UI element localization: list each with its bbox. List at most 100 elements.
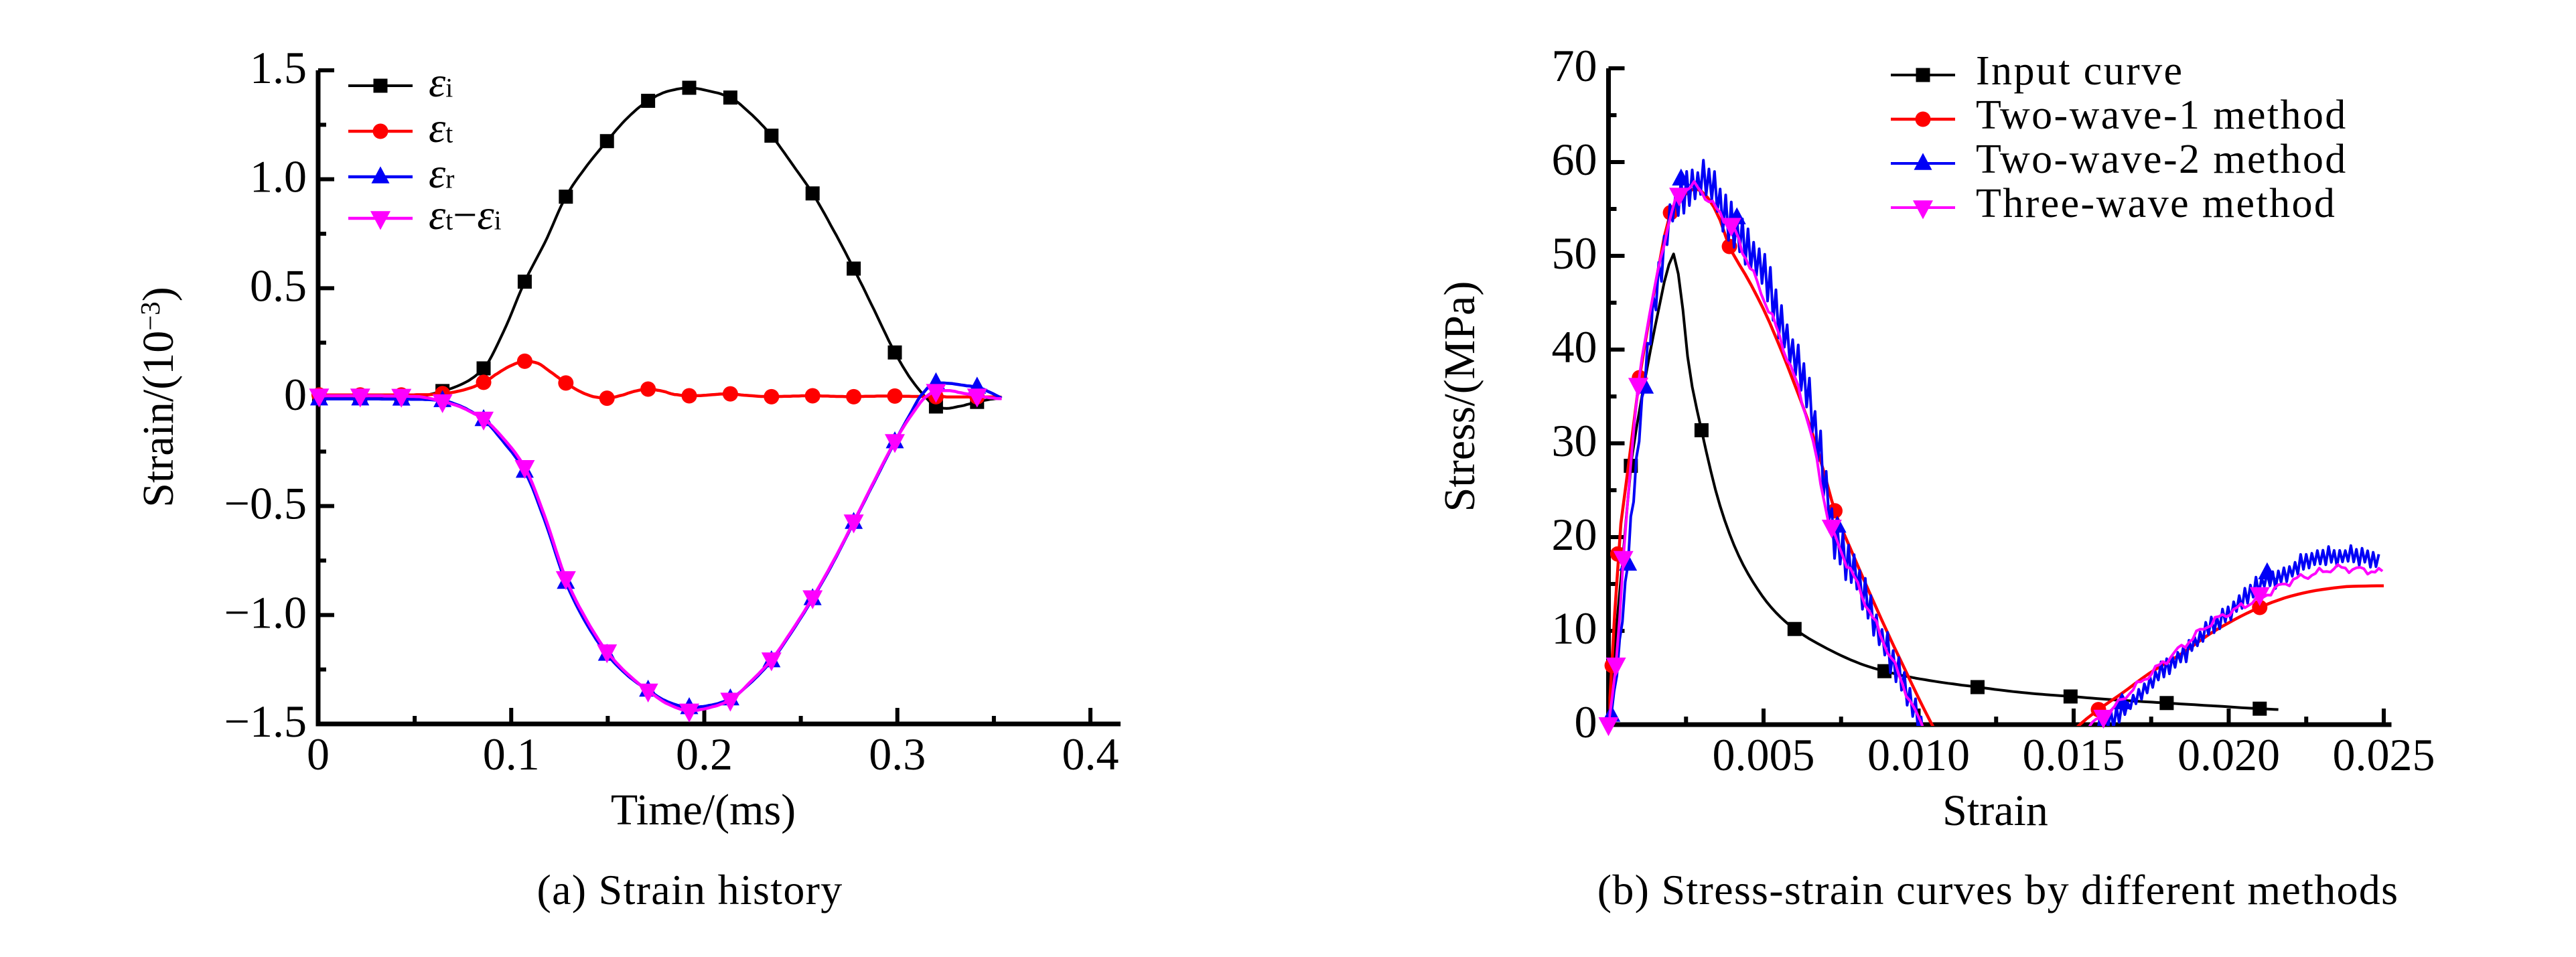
series-line-three-wave-method (1608, 180, 2384, 726)
x-tick-label: 0.4 (1062, 729, 1119, 780)
series-line-epsilon-t-minus-i (318, 388, 1002, 713)
legend-label-epsilon-t: εt​ (429, 104, 453, 151)
legend-label-three-wave-method-seg: Three-wave method (1976, 181, 2336, 226)
marker-triangle-down (1605, 657, 1626, 677)
series-markers-two-wave-2-method (1602, 168, 2277, 722)
legend-label-two-wave-1-method-seg: Two-wave-1 method (1976, 92, 2348, 138)
marker-triangle-down (638, 683, 658, 703)
legend-marker-triangle-down (1913, 200, 1933, 220)
marker-triangle-up (1672, 168, 1691, 186)
marker-triangle-down (391, 388, 412, 408)
y-tick-label: 60 (1552, 134, 1597, 185)
x-tick-label: 0 (307, 729, 330, 780)
legend-label-epsilon-r-seg: ε (429, 149, 446, 197)
marker-square (847, 261, 861, 276)
legend-label-two-wave-2-method: Two-wave-2 method (1976, 137, 2348, 182)
series-markers-two-wave-1-method (1604, 205, 2268, 718)
y-axis-title: Strain/(10−3​) (134, 287, 183, 507)
y-axis-title-seg: ) (134, 287, 183, 301)
x-tick-label: 0.025 (2332, 729, 2435, 780)
marker-square (805, 186, 820, 201)
legend-label-input-curve: Input curve (1976, 48, 2184, 94)
legend-label-epsilon-t-minus-i-seg: ε (429, 191, 446, 238)
marker-circle (2252, 599, 2268, 615)
legend-label-epsilon-t-minus-i: εt​−εi​ (429, 191, 502, 238)
legend-label-epsilon-t-minus-i-seg: t (445, 206, 453, 236)
x-tick-label: 0.020 (2177, 729, 2280, 780)
marker-square (517, 275, 532, 289)
panel-stress-strain: 0.005 0.010 0.015 0.020 0.025 0 10 20 30 40 50 60 70… (1288, 0, 2576, 957)
y-tick-label: −1.5 (224, 696, 307, 747)
legend-item-two-wave-1-method: Two-wave-1 method (1891, 92, 2348, 138)
y-tick-label: 0 (284, 369, 307, 420)
legend-label-three-wave-method: Three-wave method (1976, 181, 2336, 226)
marker-circle (846, 388, 862, 404)
tick-labels: 0.005 0.010 0.015 0.020 0.025 0 10 20 30 40 50 60 70 (1552, 40, 2435, 780)
legend-item-input-curve: Input curve (1891, 48, 2184, 94)
legend-marker-triangle-down (370, 211, 390, 230)
marker-triangle-down (679, 703, 700, 723)
legend: εi​εt​εr​εt​−εi​ (348, 58, 502, 238)
y-tick-label: 40 (1552, 321, 1597, 372)
legend-marker-square (373, 78, 388, 93)
marker-circle (599, 390, 615, 407)
marker-square (2063, 689, 2078, 704)
legend-marker-triangle-up (371, 166, 390, 183)
legend-marker-triangle-up (1914, 153, 1932, 170)
marker-circle (681, 388, 697, 404)
x-axis-title-seg: Time/(ms) (611, 786, 796, 834)
marker-triangle-down (2249, 587, 2270, 606)
marker-triangle-down (2093, 709, 2114, 729)
y-tick-label: −1.0 (224, 587, 307, 638)
marker-triangle-up (2258, 562, 2277, 580)
y-tick-label: 10 (1552, 603, 1597, 654)
legend-marker-square (1916, 68, 1930, 82)
legend-label-epsilon-t-seg: ε (429, 104, 446, 151)
marker-triangle-up (2113, 692, 2131, 710)
y-tick-label: 1.0 (250, 151, 307, 202)
marker-square (2159, 696, 2174, 711)
series-epsilon-t-minus-i (309, 384, 1002, 723)
tick-labels: 0 0.1 0.2 0.3 0.4 −1.5 −1.0 −0.5 0 0.5 1.0 1.5 (224, 42, 1119, 780)
y-axis-title-seg: −3 (135, 301, 165, 331)
legend-label-epsilon-r-seg: r (445, 165, 454, 194)
x-tick-label: 0.015 (2022, 729, 2125, 780)
y-tick-label: 50 (1552, 228, 1597, 279)
series-epsilon-r (309, 372, 1003, 715)
legend-item-three-wave-method: Three-wave method (1891, 181, 2336, 226)
y-tick-label: 20 (1552, 509, 1597, 560)
legend-label-epsilon-i-seg: ε (429, 58, 446, 106)
legend-label-epsilon-t-minus-i-seg: − (453, 191, 477, 238)
marker-circle (887, 388, 903, 404)
legend-label-input-curve-seg: Input curve (1976, 48, 2184, 94)
marker-circle (764, 388, 780, 404)
legend-label-two-wave-1-method: Two-wave-1 method (1976, 92, 2348, 138)
ticks (316, 68, 1093, 726)
x-axis-title-seg: Strain (1942, 786, 2048, 835)
marker-square (2252, 701, 2267, 716)
y-tick-label: 70 (1552, 40, 1597, 91)
marker-circle (640, 381, 656, 397)
marker-triangle-down (555, 571, 576, 591)
series-markers-epsilon-t-minus-i (309, 384, 987, 723)
marker-square (682, 80, 697, 95)
marker-circle (516, 353, 532, 369)
marker-triangle-down (843, 514, 864, 534)
legend-label-epsilon-t-minus-i-seg: i (494, 206, 502, 236)
marker-square (1970, 680, 1985, 694)
marker-square (641, 94, 656, 108)
marker-triangle-down (1721, 218, 1741, 237)
legend-item-epsilon-i: εi​ (348, 58, 453, 106)
y-axis-title-seg: Strain/(10 (134, 331, 183, 508)
marker-triangle-down (1598, 717, 1619, 737)
series-line-two-wave-2-method (1608, 159, 2380, 726)
marker-square (887, 345, 902, 360)
marker-triangle-down (597, 644, 618, 664)
chart-strain-history: 0 0.1 0.2 0.3 0.4 −1.5 −1.0 −0.5 0 0.5 1.0 1.5 Time/… (134, 42, 1121, 834)
y-tick-label: −0.5 (224, 478, 307, 529)
marker-square (723, 90, 737, 105)
legend-item-two-wave-2-method: Two-wave-2 method (1891, 137, 2348, 182)
series-markers-epsilon-i (311, 80, 985, 414)
x-axis-title: Time/(ms) (611, 786, 796, 834)
